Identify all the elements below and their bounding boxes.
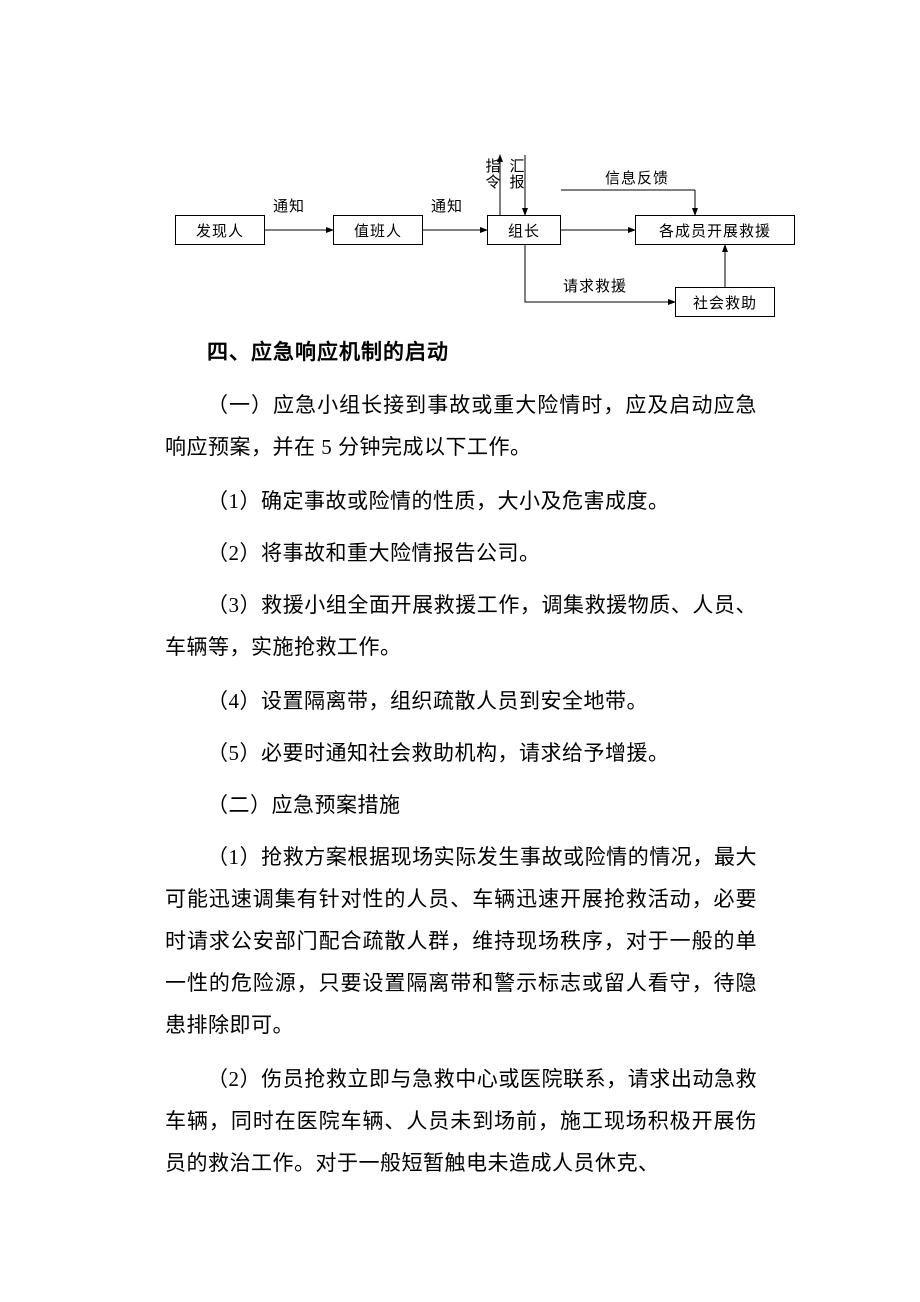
- paragraph: （1）确定事故或险情的性质，大小及危害成度。: [165, 480, 757, 522]
- paragraph: （2）将事故和重大险情报告公司。: [165, 532, 757, 574]
- paragraph: （2）伤员抢救立即与急救中心或医院联系，请求出动急救车辆，同时在医院车辆、人员未…: [165, 1058, 757, 1184]
- section-heading: 四、应急响应机制的启动: [207, 336, 757, 366]
- paragraph: （3）救援小组全面开展救援工作，调集救援物质、人员、车辆等，实施抢救工作。: [165, 584, 757, 668]
- paragraph: （二）应急预案措施: [165, 784, 757, 826]
- paragraph: （一）应急小组长接到事故或重大险情时，应及启动应急响应预案，并在 5 分钟完成以…: [165, 384, 757, 468]
- flowchart: 发现人 值班人 组长 各成员开展救援 社会救助 指令 汇报 通知 通知 信息反馈…: [165, 155, 805, 335]
- paragraph: （5）必要时通知社会救助机构，请求给予增援。: [165, 732, 757, 774]
- paragraph: （1）抢救方案根据现场实际发生事故或险情的情况，最大可能迅速调集有针对性的人员、…: [165, 836, 757, 1046]
- paragraph: （4）设置隔离带，组织疏散人员到安全地带。: [165, 680, 757, 722]
- flow-arrows: [165, 155, 805, 335]
- document-body: 四、应急响应机制的启动 （一）应急小组长接到事故或重大险情时，应及启动应急响应预…: [165, 336, 757, 1196]
